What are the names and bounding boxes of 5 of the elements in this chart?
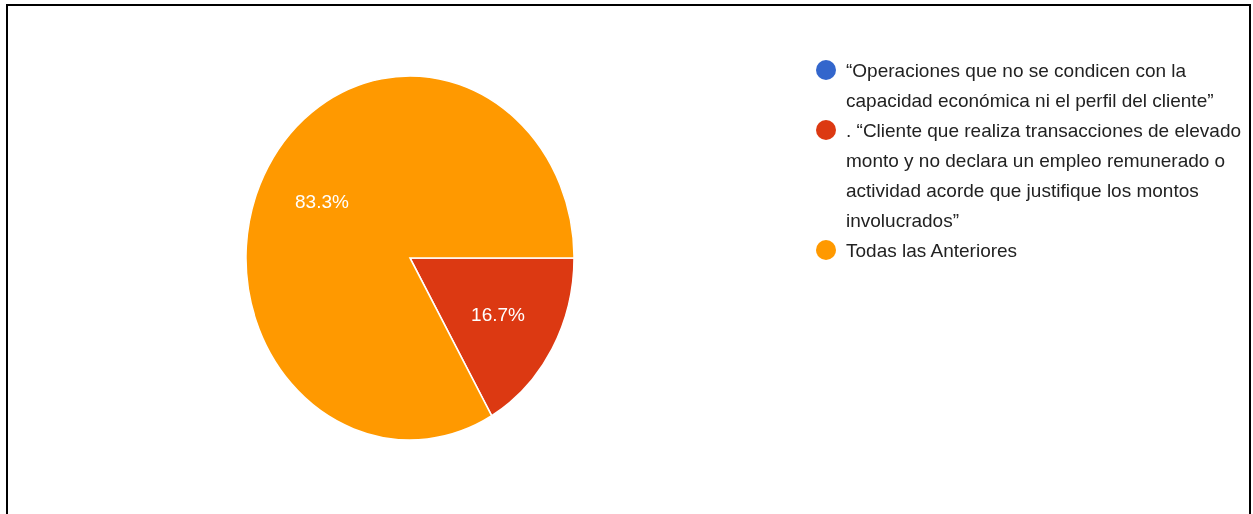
legend-label: “Operaciones que no se condicen con la capacidad económica ni el perfil del cliente” [846, 59, 1214, 111]
legend-label: Todas las Anteriores [846, 239, 1018, 261]
legend-label: . “Cliente que realiza transacciones de elevado monto y no declara un empleo remunerado o actividad acorde que justifique los montos involucrados” [846, 119, 1242, 231]
data-label: 16.7% [471, 304, 526, 326]
data-label: 83.3% [295, 190, 350, 212]
